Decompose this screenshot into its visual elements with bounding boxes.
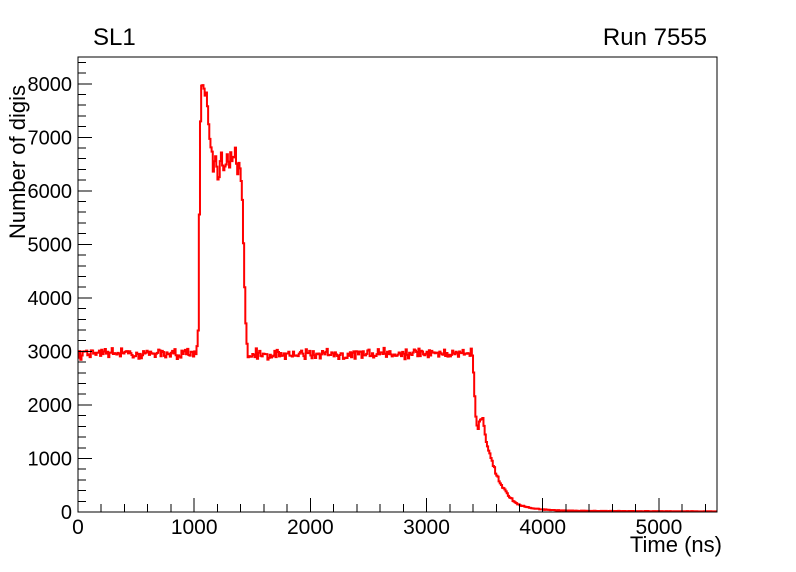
x-tick-label: 0 [72,516,84,539]
x-tick-label: 1000 [171,516,218,539]
y-tick-label: 4000 [28,288,73,310]
y-tick-label: 6000 [28,181,73,203]
series-line [78,84,717,513]
y-tick-label: 0 [61,502,72,524]
y-tick-label: 2000 [28,395,73,417]
x-axis-title: Time (ns) [629,532,722,557]
run-annotation: Run 7555 [602,24,707,51]
y-tick-label: 1000 [28,448,73,470]
x-tick-label: 3000 [403,516,450,539]
plot-frame [77,56,718,513]
x-tick-label: 5000 [636,516,683,539]
y-axis-title: Number of digis [5,84,30,240]
y-tick-label: 8000 [28,74,73,96]
chart-title: SL1 [93,24,136,51]
y-tick-label: 3000 [28,341,73,363]
y-tick-label: 5000 [28,234,73,256]
y-tick-label: 7000 [28,127,73,149]
x-tick-label: 2000 [287,516,334,539]
x-tick-label: 4000 [519,516,566,539]
